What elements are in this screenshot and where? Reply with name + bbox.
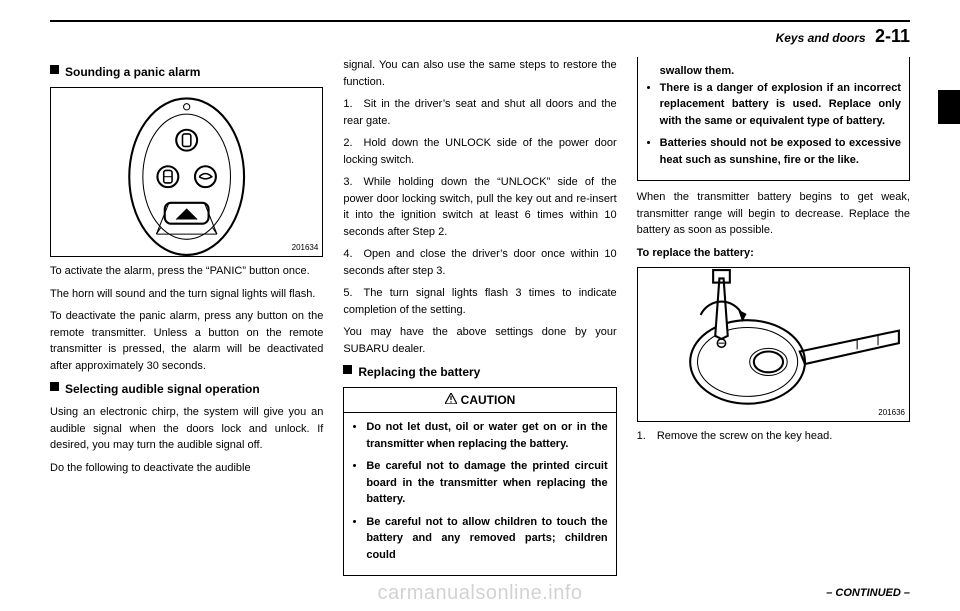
- para: 2. Hold down the UNLOCK side of the powe…: [343, 135, 616, 168]
- column-3: swallow them. There is a danger of explo…: [637, 57, 910, 576]
- caution-label: CAUTION: [461, 393, 516, 407]
- para: 3. While holding down the “UNLOCK” side …: [343, 174, 616, 240]
- section-name: Keys and doors: [776, 31, 866, 45]
- top-rule: [50, 20, 910, 22]
- para: You may have the above settings done by …: [343, 324, 616, 357]
- side-tab: [938, 90, 960, 124]
- figure-id: 201636: [878, 407, 905, 419]
- caution-continued: swallow them. There is a danger of explo…: [637, 57, 910, 181]
- caution-header: CAUTION: [343, 387, 616, 413]
- para: signal. You can also use the same steps …: [343, 57, 616, 90]
- page-header: Keys and doors 2-11: [50, 26, 910, 47]
- caution-body: Do not let dust, oil or water get on or …: [343, 413, 616, 576]
- para: The horn will sound and the turn signal …: [50, 286, 323, 303]
- caution-item: Be careful not to damage the printed cir…: [366, 458, 607, 508]
- para: To deactivate the panic alarm, press any…: [50, 308, 323, 374]
- para: Using an electronic chirp, the system wi…: [50, 404, 323, 454]
- caution-item: Do not let dust, oil or water get on or …: [366, 419, 607, 452]
- figure-id: 201634: [292, 242, 319, 254]
- column-1: Sounding a panic alarm: [50, 57, 323, 576]
- para-bold: To replace the battery:: [637, 245, 910, 262]
- heading-text: Sounding a panic alarm: [65, 63, 200, 81]
- heading-replacing-battery: Replacing the battery: [343, 363, 616, 381]
- para: 4. Open and close the driver’s door once…: [343, 246, 616, 279]
- heading-text: Selecting audible signal operation: [65, 380, 260, 398]
- square-bullet-icon: [343, 365, 352, 374]
- caution-item: Be careful not to allow children to touc…: [366, 514, 607, 564]
- heading-text: Replacing the battery: [358, 363, 480, 381]
- para: 1. Remove the screw on the key head.: [637, 428, 910, 445]
- square-bullet-icon: [50, 382, 59, 391]
- para: Do the following to deactivate the audib…: [50, 460, 323, 477]
- figure-key-screw: 201636: [637, 267, 910, 422]
- square-bullet-icon: [50, 65, 59, 74]
- watermark: carmanualsonline.info: [377, 582, 582, 605]
- heading-audible-signal: Selecting audible signal operation: [50, 380, 323, 398]
- para: 1. Sit in the driver’s seat and shut all…: [343, 96, 616, 129]
- caution-item: Batteries should not be exposed to exces…: [660, 135, 901, 168]
- warning-icon: [445, 391, 457, 409]
- column-2: signal. You can also use the same steps …: [343, 57, 616, 576]
- figure-remote: 201634: [50, 87, 323, 257]
- para: When the transmitter battery begins to g…: [637, 189, 910, 239]
- heading-panic-alarm: Sounding a panic alarm: [50, 63, 323, 81]
- caution-cont-text: swallow them.: [660, 63, 901, 80]
- continued-label: – CONTINUED –: [826, 587, 910, 599]
- page-number: 2-11: [875, 26, 910, 46]
- caution-item: There is a danger of explosion if an inc…: [660, 80, 901, 130]
- para: 5. The turn signal lights flash 3 times …: [343, 285, 616, 318]
- para: To activate the alarm, press the “PANIC”…: [50, 263, 323, 280]
